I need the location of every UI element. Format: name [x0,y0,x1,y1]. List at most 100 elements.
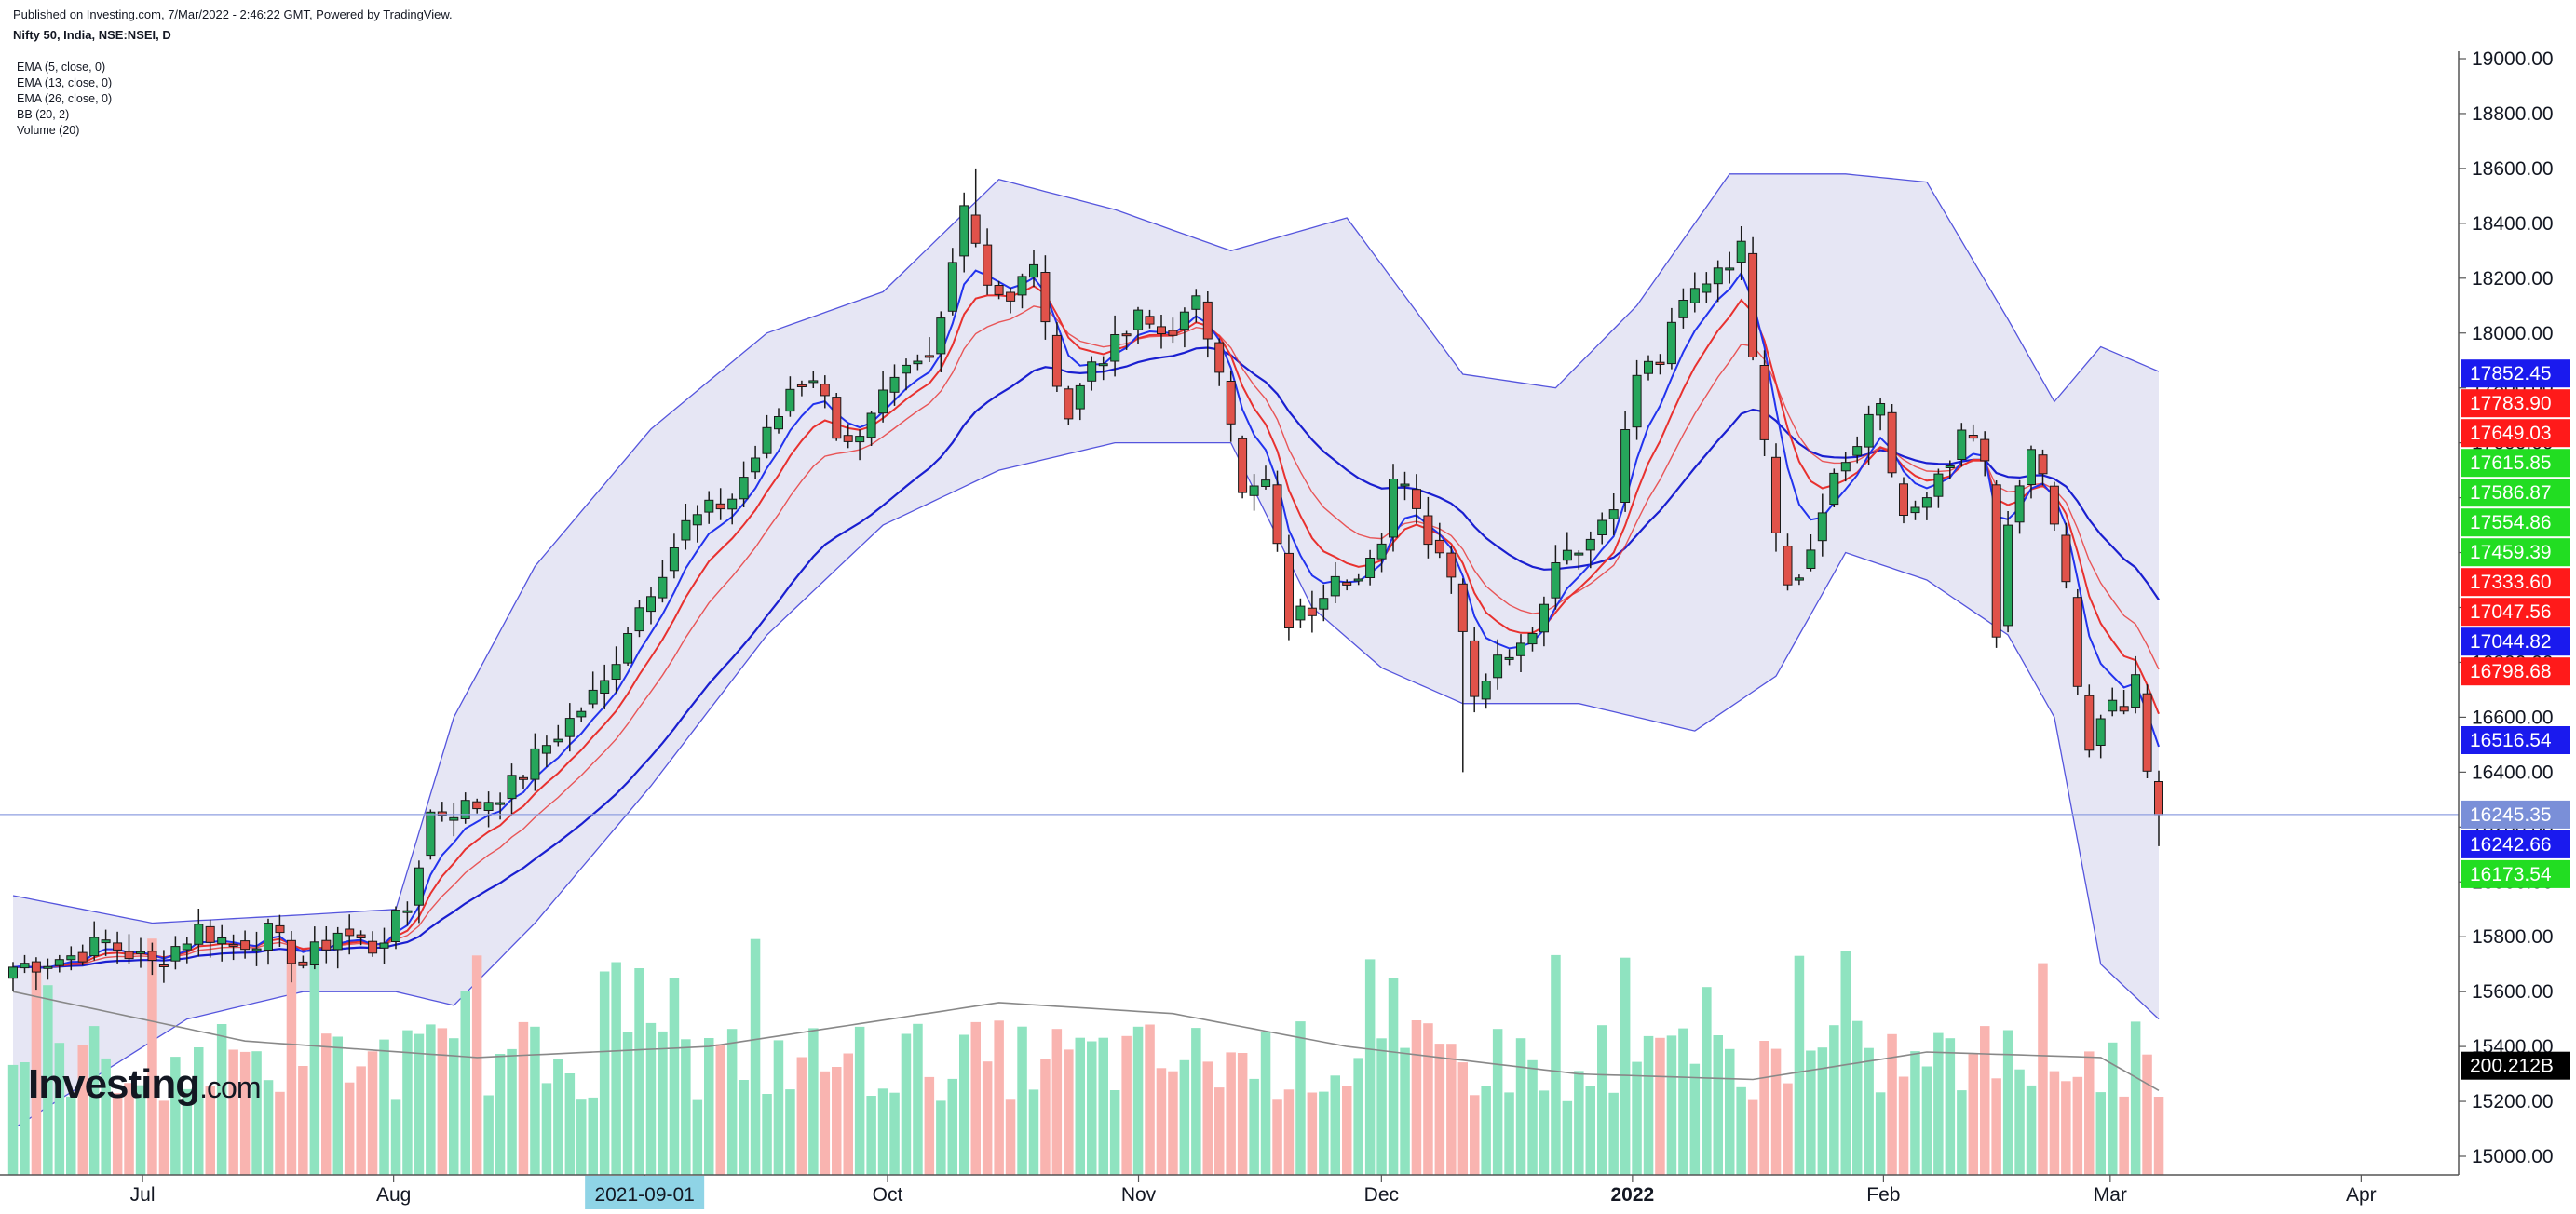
volume-bar [88,1026,100,1175]
candle-body [1481,681,1491,700]
volume-bar [1666,1035,1677,1175]
volume-bar [924,1076,935,1175]
candle-body [936,317,946,355]
volume-bar [1829,1025,1839,1175]
volume-bar [1109,1090,1120,1175]
candle-body [2049,485,2059,525]
volume-bar [101,1058,111,1175]
candle-body [751,457,761,473]
volume-bar [681,1039,691,1175]
candle-body [1562,549,1572,561]
volume-bar [460,991,470,1175]
candle-body [472,801,482,810]
volume-bar [1980,1026,1990,1175]
price-badge [2461,508,2570,537]
volume-bar [1319,1091,1329,1175]
price-badge-label: 17852.45 [2470,363,2552,384]
indicator-label[interactable]: Volume (20) [17,124,80,137]
candle-body [1434,539,1444,554]
candle-body [460,800,470,820]
volume-bar [321,1033,332,1175]
volume-bar [564,1073,576,1175]
indicator-label[interactable]: EMA (5, close, 0) [17,61,106,74]
candle-body [1655,361,1665,366]
candle-body [1504,656,1514,660]
volume-bar [77,1045,88,1175]
candle-body [1852,446,1863,456]
candle-body [1551,562,1561,599]
volume-bar [471,955,482,1175]
candle-body [1389,479,1398,538]
volume-bar [1481,1086,1491,1175]
candle-body [264,923,273,951]
candle-body [332,932,343,951]
volume-bar [309,943,320,1175]
volume-bar [645,1022,657,1175]
candle-body [1307,607,1317,616]
volume-bar [692,1099,703,1175]
volume-bar [1064,1049,1074,1175]
volume-bar [1643,1035,1654,1175]
volume-bar [1957,1090,1967,1175]
candle-body [796,384,807,387]
candle-body [1876,403,1886,416]
candle-body [251,948,262,951]
candle-body [8,966,18,979]
y-tick-label: 15200.00 [2472,1091,2554,1113]
candle-body [1748,252,1758,357]
candle-body [843,435,853,442]
volume-bar [449,1038,459,1175]
price-badge [2461,830,2570,858]
volume-bar [2142,1054,2152,1175]
candle-body [1168,330,1178,336]
indicator-label[interactable]: BB (20, 2) [17,108,70,121]
candle-body [89,937,100,957]
y-tick-label: 18000.00 [2472,323,2554,344]
candle-body [727,498,738,510]
volume-bar [239,1051,251,1175]
volume-bar [715,1044,725,1175]
indicator-label[interactable]: EMA (13, close, 0) [17,76,113,89]
candle-body [681,519,691,541]
volume-bar [599,971,610,1175]
volume-bar [1864,1047,1874,1175]
candle-body [1991,484,2001,638]
candle-body [1075,384,1085,410]
candle-body [576,710,587,718]
volume-bar [1249,1078,1259,1175]
candle-body [113,942,123,951]
volume-bar [2049,1071,2060,1175]
bb-upper-line [12,173,2160,924]
volume-bar [889,1092,900,1175]
price-badge-label: 16798.68 [2470,661,2552,682]
volume-bar [228,1049,238,1175]
candle-body [924,355,934,358]
volume-bar [1226,1052,1236,1175]
volume-bar [112,1093,123,1175]
symbol-title: Nifty 50, India, NSE:NSEI, D [13,28,171,42]
candle-body [205,925,215,943]
volume-bar [426,1024,436,1175]
volume-bar [1492,1029,1503,1175]
indicator-label[interactable]: EMA (26, close, 0) [17,92,113,105]
candle-body [1666,321,1676,365]
volume-bar [622,1032,633,1175]
volume-bar [437,1028,448,1175]
candle-body [1400,483,1410,487]
candle-body [704,499,714,513]
volume-bar [298,1066,308,1175]
volume-bar [1515,1038,1526,1175]
candle-body [1759,365,1769,440]
volume-bars [7,938,2164,1175]
candle-body [1945,465,1955,468]
volume-bar [1702,987,1712,1175]
y-tick-label: 19000.00 [2472,48,2554,70]
y-tick-label: 16400.00 [2472,762,2554,783]
candle-body [1968,435,1978,439]
volume-bar [1585,1086,1595,1175]
x-tick-label: 2021-09-01 [594,1184,694,1206]
volume-bar [866,1096,876,1175]
volume-bar [820,1071,831,1175]
candle-body [947,262,957,312]
